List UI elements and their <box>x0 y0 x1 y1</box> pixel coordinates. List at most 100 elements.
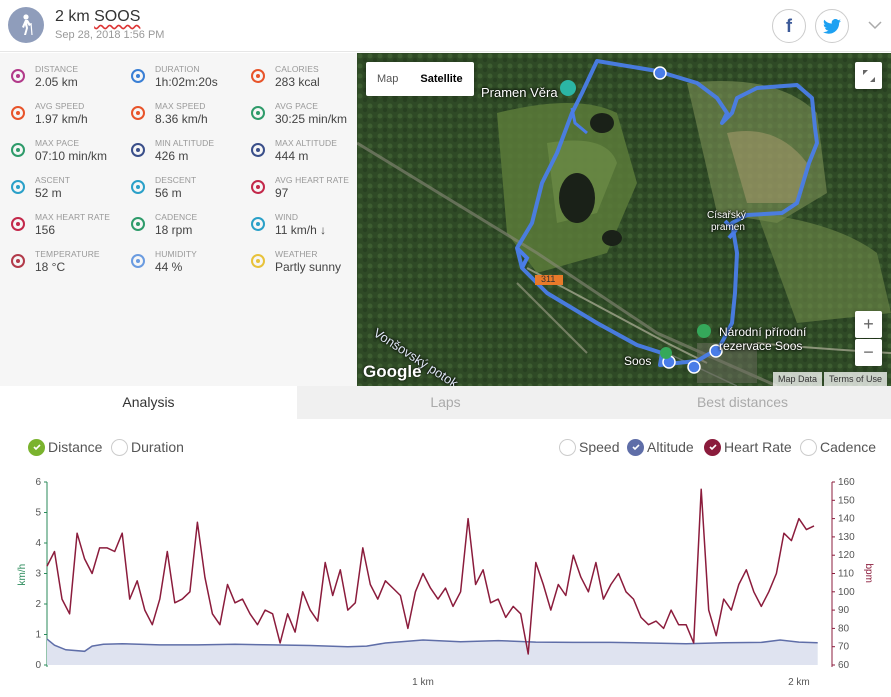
route-map[interactable]: Pramen Věra Císařský pramen Národní přír… <box>357 53 891 386</box>
map-data-link[interactable]: Map Data <box>773 372 823 386</box>
right-axis-tick-label: 110 <box>838 569 854 580</box>
activity-title: 2 km SOOS <box>55 8 140 26</box>
humidity-icon <box>131 254 145 268</box>
map-label-narodni: Národní přírodní <box>719 325 807 339</box>
toggle-altitude-label: Altitude <box>647 439 694 455</box>
stat-label: MIN ALTITUDE <box>155 138 215 148</box>
left-axis-tick-label: 4 <box>35 538 41 549</box>
stat-label: HUMIDITY <box>155 249 197 259</box>
left-axis-tick-label: 2 <box>35 599 41 610</box>
stat-value: 44 % <box>155 260 183 274</box>
map-label-pramen-vera: Pramen Věra <box>481 85 558 100</box>
stat-value: 97 <box>275 186 289 200</box>
stat-value: 11 km/h ↓ <box>275 223 327 237</box>
series-heart-rate-line <box>46 488 815 655</box>
right-axis-tick-label: 70 <box>838 642 850 653</box>
stat-label: MAX PACE <box>35 138 80 148</box>
stat-calories: CALORIES 283 kcal <box>240 60 360 94</box>
tab-bar: Analysis Laps Best distances <box>0 386 891 419</box>
stat-value: 1h:02m:20s <box>155 75 218 89</box>
right-axis-tick-label: 120 <box>838 550 855 561</box>
mountain-icon <box>131 143 145 157</box>
partly-sunny-icon <box>251 254 265 268</box>
analysis-chart[interactable]: 0 1 2 3 4 5 6 km/h 60 70 80 90 100 110 120 130 140 150 160… <box>0 468 891 697</box>
activity-date: Sep 28, 2018 1:56 PM <box>55 29 165 41</box>
twitter-share-button[interactable] <box>815 9 849 43</box>
stat-value: 283 kcal <box>275 75 320 89</box>
map-label-soos: Soos <box>624 354 652 368</box>
stat-label: CALORIES <box>275 64 319 74</box>
stopwatch-icon <box>131 69 145 83</box>
stat-label: DURATION <box>155 64 200 74</box>
tab-analysis[interactable]: Analysis <box>0 386 297 419</box>
twitter-icon <box>823 18 841 34</box>
stats-panel: DISTANCE 2.05 km DURATION 1h:02m:20s CALORIE… <box>0 53 357 386</box>
toggle-distance-label: Distance <box>48 439 103 455</box>
map-type-toggle: Map Satellite <box>366 62 474 96</box>
google-logo: Google <box>363 362 422 381</box>
toggle-altitude[interactable]: Altitude <box>627 437 694 457</box>
stat-label: AVG HEART RATE <box>275 175 349 185</box>
stat-humidity: HUMIDITY 44 % <box>120 245 240 279</box>
stat-ascent: ASCENT 52 m <box>0 171 120 205</box>
facebook-share-button[interactable]: f <box>772 9 806 43</box>
terms-of-use-link[interactable]: Terms of Use <box>824 372 888 386</box>
radio-off-icon <box>111 438 128 456</box>
stat-cadence: CADENCE 18 rpm <box>120 208 240 242</box>
toggle-cadence[interactable]: Cadence <box>800 437 876 457</box>
chevron-down-icon[interactable] <box>866 16 884 34</box>
right-axis-tick-label: 100 <box>838 587 855 598</box>
stat-label: DISTANCE <box>35 64 79 74</box>
stat-value: 56 m <box>155 186 182 200</box>
stat-max-heart-rate: MAX HEART RATE 156 <box>0 208 120 242</box>
checkbox-off-icon <box>559 438 576 456</box>
speedometer-icon <box>11 106 25 120</box>
zoom-in-button[interactable]: + <box>855 311 882 338</box>
map-label-pramen: pramen <box>711 222 745 233</box>
right-axis-tick-label: 150 <box>838 495 855 506</box>
right-axis-tick-label: 160 <box>838 477 855 488</box>
stat-label: TEMPERATURE <box>35 249 100 259</box>
toggle-duration[interactable]: Duration <box>111 437 184 457</box>
right-axis-tick-label: 90 <box>838 605 850 616</box>
toggle-speed[interactable]: Speed <box>559 437 619 457</box>
stat-max-pace: MAX PACE 07:10 min/km <box>0 134 120 168</box>
stat-weather: WEATHER Partly sunny <box>240 245 360 279</box>
checkmark-icon <box>28 438 45 456</box>
speedometer-icon <box>131 106 145 120</box>
stat-avg-pace: AVG PACE 30:25 min/km <box>240 97 360 131</box>
fullscreen-button[interactable] <box>855 62 882 89</box>
stat-max-altitude: MAX ALTITUDE 444 m <box>240 134 360 168</box>
stat-label: AVG SPEED <box>35 101 85 111</box>
stat-temperature: TEMPERATURE 18 °C <box>0 245 120 279</box>
stat-value: 8.36 km/h <box>155 112 208 126</box>
stat-distance: DISTANCE 2.05 km <box>0 60 120 94</box>
heartbeat-icon <box>11 217 25 231</box>
activity-header: 2 km SOOS Sep 28, 2018 1:56 PM f <box>0 0 891 52</box>
checkmark-icon <box>627 438 644 456</box>
tab-best-distances[interactable]: Best distances <box>594 386 891 419</box>
hiking-avatar-icon <box>8 7 44 43</box>
stat-label: MAX HEART RATE <box>35 212 111 222</box>
stat-value: 18 °C <box>35 260 66 274</box>
stat-avg-speed: AVG SPEED 1.97 km/h <box>0 97 120 131</box>
map-label-cisarsky: Císařský <box>707 210 746 221</box>
stat-label: WIND <box>275 212 299 222</box>
map-type-satellite-button[interactable]: Satellite <box>420 73 463 85</box>
stat-value: Partly sunny <box>275 260 342 274</box>
toggle-distance[interactable]: Distance <box>28 437 102 457</box>
stat-label: DESCENT <box>155 175 197 185</box>
tab-laps[interactable]: Laps <box>297 386 594 419</box>
stat-duration: DURATION 1h:02m:20s <box>120 60 240 94</box>
left-axis-tick-label: 1 <box>35 630 41 641</box>
right-axis-tick-label: 130 <box>838 532 855 543</box>
activity-title-name: SOOS <box>94 8 141 25</box>
toggle-duration-label: Duration <box>131 439 184 455</box>
stat-label: CADENCE <box>155 212 198 222</box>
zoom-out-button[interactable]: − <box>855 339 882 366</box>
right-axis-tick-label: 140 <box>838 514 855 525</box>
stat-label: MAX SPEED <box>155 101 206 111</box>
toggle-heart-rate[interactable]: Heart Rate <box>704 437 792 457</box>
map-type-map-button[interactable]: Map <box>377 73 399 85</box>
stat-value: 426 m <box>155 149 189 163</box>
